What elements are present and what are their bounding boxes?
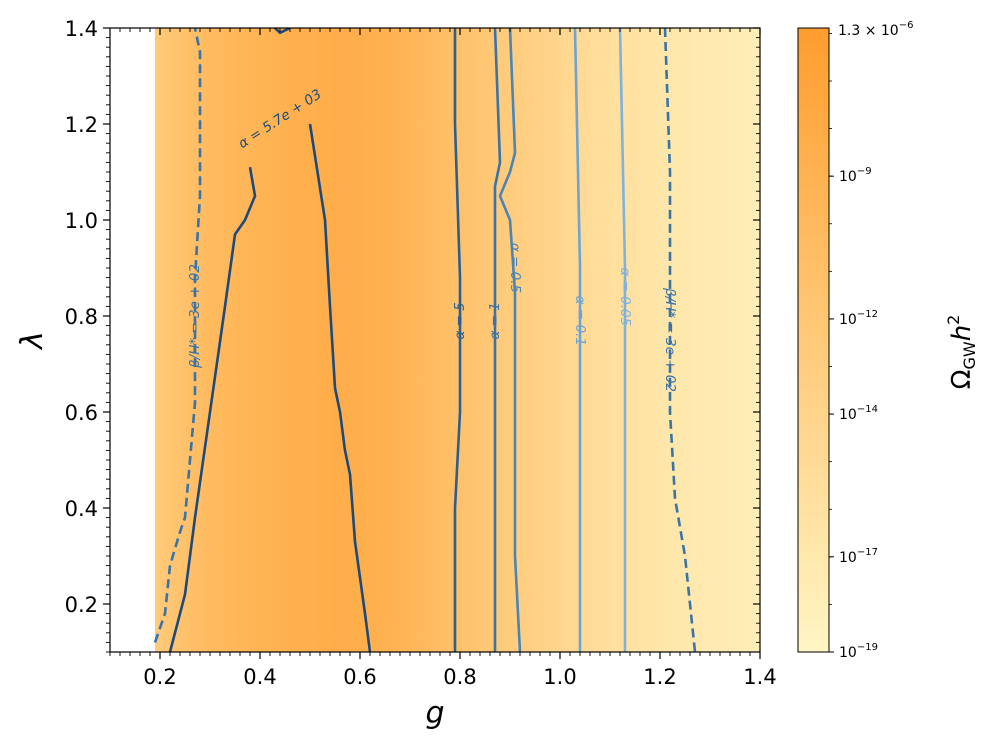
colorbar-tick-label: 10−19 [839, 642, 878, 661]
contour-label-7: β/H* = 3e + 02 [662, 287, 678, 392]
colorbar-tick-label: 10−17 [839, 547, 878, 566]
contour-alpha-5-7e-03-left [168, 166, 257, 652]
colorbar-label-subscript: GW [960, 341, 979, 369]
y-tick-label: 1.2 [65, 113, 98, 137]
colorbar-tick-label: 10−14 [839, 404, 878, 423]
colorbar-ticks: 10−19 10−17 10−14 10−12 10−9 [829, 33, 878, 661]
contour-alpha-1 [493, 28, 502, 652]
contour-label-2: α = 1 [487, 302, 503, 339]
x-tick-label: 0.4 [243, 665, 276, 689]
colorbar-top-label: 1.3 × 10−6 [838, 20, 913, 39]
y-tick-label: 0.6 [65, 401, 98, 425]
colorbar-tick-label: 10−9 [839, 166, 872, 185]
x-tick-label: 0.6 [343, 665, 376, 689]
colorbar-label-superscript: 2 [944, 315, 963, 325]
colorbar-bar [797, 27, 830, 653]
contour-alpha-5-7e-03-top [274, 28, 291, 35]
x-axis-label: g [425, 696, 444, 731]
colorbar-tick-label: 10−12 [839, 309, 878, 328]
y-axis-label: λ [15, 331, 50, 351]
colorbar-label: ΩGWh2 [944, 315, 979, 390]
contour-label-1: α = 5 [452, 302, 468, 339]
contour-beta-left [153, 28, 202, 643]
x-tick-label: 1.4 [743, 665, 776, 689]
contour-alpha-0-1 [573, 28, 582, 652]
x-tick-label: 0.8 [443, 665, 476, 689]
contour-lines [153, 28, 697, 652]
y-tick-label: 1.0 [65, 209, 98, 233]
y-tick-label: 1.4 [65, 17, 98, 41]
plot-frame [109, 27, 761, 653]
contour-label-3: α = 0.5 [507, 243, 523, 293]
x-tick-label: 0.2 [143, 665, 176, 689]
contour-alpha-0-5 [498, 28, 522, 652]
contour-alpha-5 [453, 28, 462, 652]
contour-label-5: α = 0.05 [617, 267, 633, 326]
colorbar-label-tail: h [947, 325, 977, 341]
contour-label-4: α = 0.1 [572, 296, 588, 346]
colorbar-top-exponent: −6 [899, 20, 914, 31]
contour-label-6: β/H* = 3e + 02 [187, 264, 203, 369]
contour-alpha-5-7e-03-right [308, 123, 372, 652]
x-axis-ticks: 0.2 0.4 0.6 0.8 1.0 1.2 1.4 [109, 28, 777, 689]
colorbar-top-mantissa: 1.3 × 10 [838, 23, 899, 39]
y-tick-label: 0.4 [65, 497, 98, 521]
contour-alpha-0-05 [618, 28, 627, 652]
y-tick-label: 0.2 [65, 593, 98, 617]
heatmap-field [155, 28, 760, 652]
x-tick-label: 1.2 [643, 665, 676, 689]
colorbar-label-symbol: Ω [947, 370, 977, 390]
y-tick-label: 0.8 [65, 305, 98, 329]
contour-beta-right [663, 28, 697, 652]
y-axis-ticks: 0.2 0.4 0.6 0.8 1.0 1.2 1.4 [65, 17, 760, 653]
colorbar: 10−19 10−17 10−14 10−12 10−9 1.3 × 10−6 ΩGWh… [797, 20, 979, 661]
x-tick-label: 1.0 [543, 665, 576, 689]
